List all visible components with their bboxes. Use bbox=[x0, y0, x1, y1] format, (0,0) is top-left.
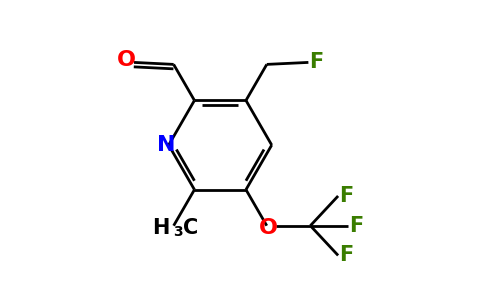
Text: N: N bbox=[157, 135, 176, 155]
Text: C: C bbox=[182, 218, 198, 238]
Text: F: F bbox=[339, 245, 353, 266]
Text: F: F bbox=[309, 52, 323, 72]
Text: O: O bbox=[259, 218, 278, 238]
Text: 3: 3 bbox=[173, 225, 182, 238]
Text: F: F bbox=[349, 216, 363, 236]
Text: F: F bbox=[339, 186, 353, 206]
Text: O: O bbox=[117, 50, 136, 70]
Text: H: H bbox=[152, 218, 170, 238]
